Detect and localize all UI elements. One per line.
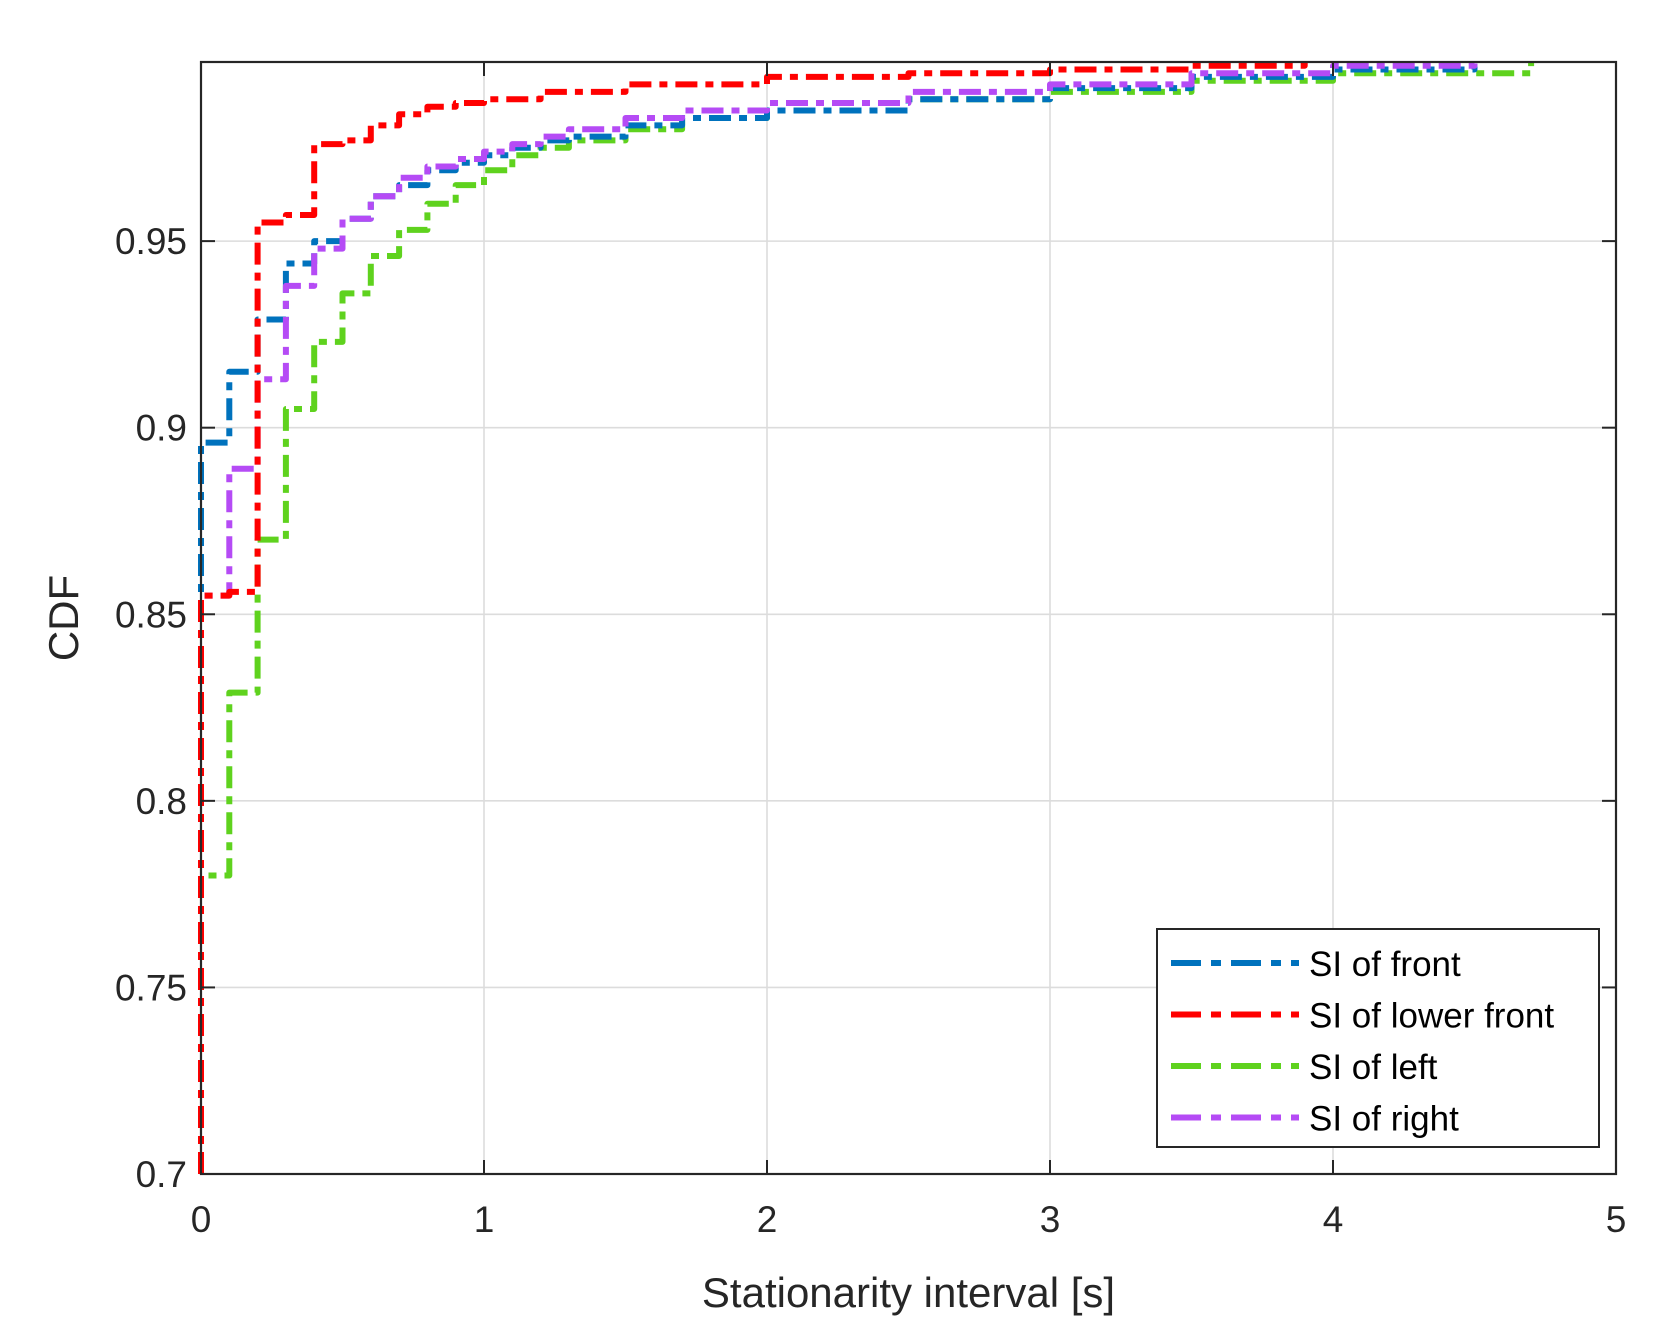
series-line-si-of-lower-front [198,62,1308,1174]
x-axis-title: Stationarity interval [s] [702,1269,1115,1316]
x-tick-label: 1 [474,1199,495,1240]
legend-label: SI of left [1309,1048,1438,1087]
series-layer [198,62,1535,1174]
series-line-si-of-right [198,62,1478,1174]
series-line-si-of-front [198,62,1478,1174]
x-tick-label: 2 [757,1199,778,1240]
x-tick-label: 4 [1323,1199,1344,1240]
legend-entry[interactable]: SI of front [1171,945,1461,984]
legend-entry[interactable]: SI of left [1171,1048,1438,1087]
legend-label: SI of front [1309,945,1461,984]
grid-lines [200,62,1617,1175]
x-tick-labels: 0 1 2 3 4 5 [191,1199,1627,1240]
legend[interactable]: SI of front SI of lower front SI of left SI… [1156,928,1600,1148]
axis-ticks [200,62,1617,1175]
x-tick-label: 0 [191,1199,212,1240]
legend-label: SI of right [1309,1100,1459,1139]
plot-frame [199,60,1618,1176]
y-tick-label: 0.85 [115,594,187,635]
y-tick-label: 0.75 [115,967,187,1008]
y-tick-label: 0.7 [136,1154,187,1195]
legend-box [1156,928,1600,1148]
legend-entry[interactable]: SI of right [1171,1100,1459,1139]
y-axis-title: CDF [40,575,87,661]
legend-label: SI of lower front [1309,997,1554,1036]
y-tick-labels: 0.7 0.75 0.8 0.85 0.9 0.95 [115,221,187,1195]
y-tick-label: 0.9 [136,408,187,449]
x-tick-label: 3 [1040,1199,1061,1240]
legend-entry[interactable]: SI of lower front [1171,997,1554,1036]
x-tick-label: 5 [1606,1199,1627,1240]
y-tick-label: 0.95 [115,221,187,262]
y-tick-label: 0.8 [136,781,187,822]
